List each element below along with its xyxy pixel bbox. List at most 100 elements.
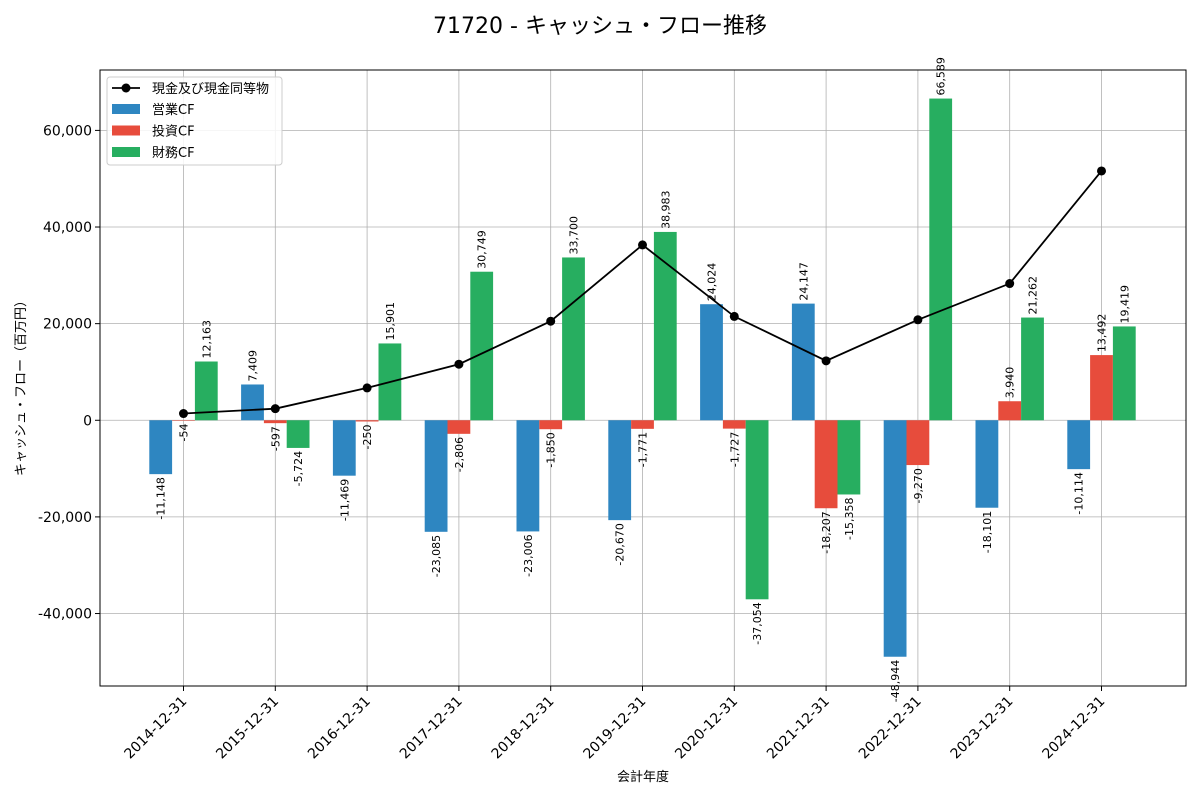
data-labels: -11,148 7,409 -11,469 -23,085 -23,006 -20,670… [155,57,1132,702]
data-label: -2,806 [453,437,466,472]
x-tick-label: 2017-12-31 [397,694,466,763]
x-tick-label: 2018-12-31 [489,694,558,763]
operating-cf-bar [608,420,632,521]
chart-title: 71720 - キャッシュ・フロー推移 [433,14,767,39]
x-tick-label: 2020-12-31 [672,694,741,763]
data-label: -54 [178,424,191,442]
investing-cf-bar [906,420,930,466]
data-label: 33,700 [568,216,581,255]
x-tick-label: 2014-12-31 [121,694,190,763]
data-label: 24,147 [797,262,810,301]
x-axis: 2014-12-31 2015-12-31 2016-12-31 2017-12-31… [121,686,1108,762]
financing-cf-bar [194,361,218,421]
y-tick-label: 40,000 [43,220,92,236]
operating-cf-bar [1067,420,1091,470]
data-label: 66,589 [935,57,948,96]
x-tick-label: 2024-12-31 [1039,694,1108,763]
data-label: -9,270 [912,468,925,503]
legend-label: 営業CF [152,102,195,118]
cash-point [546,316,556,326]
data-label: 24,024 [706,263,719,302]
data-label: -23,006 [522,534,535,576]
operating-cf-bar [241,384,264,421]
financing-cf-bar [286,420,310,448]
x-tick-label: 2019-12-31 [580,694,649,763]
data-label: -597 [269,426,282,451]
y-axis-label: キャッシュ・フロー（百万円） [14,294,29,476]
data-label: -23,085 [430,535,443,577]
investing-cf-bar [447,420,471,434]
cash-line [179,166,1106,419]
data-label: -11,148 [155,477,168,519]
y-tick-label: -20,000 [38,510,92,526]
financing-cf-bar [929,98,953,421]
financing-cf-bar [470,271,494,421]
y-tick-label: 0 [83,413,92,429]
data-label: -1,850 [545,432,558,467]
y-tick-label: -40,000 [38,607,92,623]
cash-point [1005,279,1015,289]
operating-cf-bar [516,420,540,532]
cash-point [270,404,280,414]
operating-cf-bar [149,420,173,475]
x-tick-label: 2021-12-31 [764,694,833,763]
investing-cf-bar [722,420,746,429]
cash-point [913,315,923,325]
operating-cf-bar [424,420,448,532]
data-label: -48,944 [889,660,902,702]
financing-cf-bar [1112,326,1136,421]
cash-point [638,240,647,250]
financing-cf-bar [1021,317,1044,421]
data-label: -20,670 [614,523,627,565]
legend-swatch [112,147,140,157]
data-label: -18,207 [820,511,833,553]
data-label: -1,771 [637,432,650,467]
data-label: -18,101 [981,511,994,553]
legend-label: 現金及び現金同等物 [152,81,269,97]
data-label: 3,940 [1004,367,1017,399]
financing-cf-bar [562,257,585,421]
data-label: 15,901 [384,302,397,341]
operating-cf-bar [700,304,723,421]
investing-cf-bar [998,401,1022,421]
investing-cf-bar [263,420,287,424]
y-tick-label: 60,000 [43,123,92,139]
data-label: 21,262 [1027,276,1040,315]
data-label: -5,724 [292,451,305,486]
financing-cf-bar [653,231,677,421]
legend-label: 財務CF [152,146,195,161]
cash-point [821,356,831,366]
legend-marker [121,83,131,93]
data-label: 13,492 [1096,314,1109,353]
investing-cf-bar [1090,355,1113,421]
investing-cf-bar [631,420,654,429]
x-axis-label: 会計年度 [617,769,669,785]
cash-point [454,359,464,369]
x-tick-label: 2022-12-31 [856,694,925,763]
financing-cf-bar [837,420,861,495]
operating-cf-bar [883,420,907,657]
investing-cf-bar [814,420,838,509]
data-label: 19,419 [1118,285,1131,324]
investing-cf-bar [172,420,195,421]
investing-cf-bar [539,420,563,430]
cash-point [1097,166,1106,176]
data-label: -37,054 [751,602,764,644]
financing-cf-bar [745,420,769,600]
data-label: -15,358 [843,497,856,539]
operating-cf-bar [791,303,815,421]
y-tick-label: 20,000 [43,317,92,333]
operating-cf-bar [332,420,356,476]
legend-label: 投資CF [152,124,195,140]
data-label: -10,114 [1073,472,1086,514]
bars [149,98,1136,657]
legend-swatch [112,125,140,136]
y-axis: -40,000 -20,000 0 20,000 40,000 60,000 [38,123,100,623]
data-label: 7,409 [247,350,260,382]
data-label: 30,749 [476,230,489,269]
data-label: -1,727 [728,432,741,467]
data-label: -250 [361,424,374,449]
cash-point [362,383,372,393]
